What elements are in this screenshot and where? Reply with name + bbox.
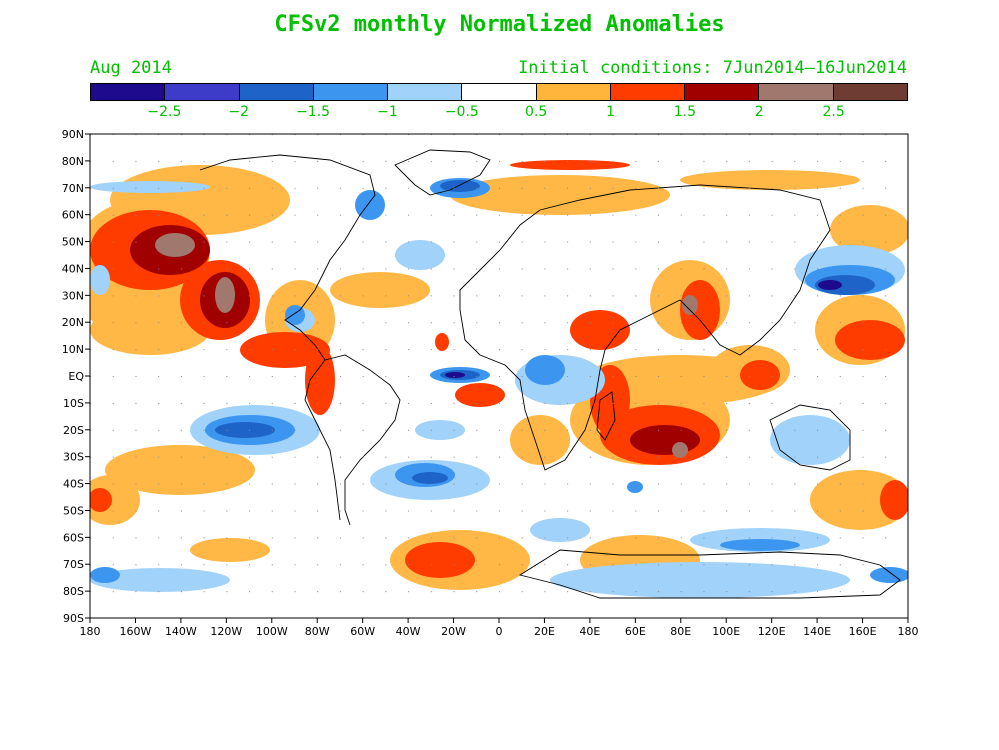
longitude-label: 140E bbox=[803, 625, 831, 638]
latitude-label: 90N bbox=[62, 128, 84, 141]
color-scale-segment bbox=[388, 84, 463, 100]
color-scale-label: −2 bbox=[228, 104, 250, 120]
longitude-label: 140W bbox=[165, 625, 197, 638]
color-scale-label: 1 bbox=[606, 104, 615, 120]
latitude-label: 20S bbox=[63, 424, 84, 437]
longitude-label: 160W bbox=[120, 625, 152, 638]
color-scale-segment bbox=[610, 84, 686, 100]
longitude-label: 100W bbox=[256, 625, 288, 638]
longitude-label: 40E bbox=[579, 625, 600, 638]
forecast-month: Aug 2014 bbox=[90, 58, 172, 78]
color-scale-label: −1.5 bbox=[296, 104, 331, 120]
latitude-label: EQ bbox=[68, 370, 84, 383]
color-scale-segment bbox=[239, 84, 314, 100]
latitude-label: 60S bbox=[63, 531, 84, 544]
latitude-label: 40S bbox=[63, 478, 84, 491]
color-scale-label: 2 bbox=[754, 104, 764, 120]
longitude-label: 120E bbox=[758, 625, 786, 638]
latitude-label: 10S bbox=[63, 397, 84, 410]
longitude-label: 20W bbox=[441, 625, 466, 638]
color-scale-segment bbox=[313, 84, 389, 100]
color-scale-segment bbox=[536, 84, 611, 100]
color-scale-label: 2.5 bbox=[822, 104, 845, 120]
map-title: CFSv2 monthly Normalized Anomalies bbox=[274, 12, 725, 37]
longitude-label: 40W bbox=[396, 625, 421, 638]
latitude-label: 40N bbox=[62, 262, 84, 275]
longitude-label: 120W bbox=[210, 625, 242, 638]
color-scale-bar bbox=[90, 83, 908, 101]
longitude-label: 80W bbox=[305, 625, 330, 638]
latitude-label: 70S bbox=[63, 558, 84, 571]
longitude-label: 180 bbox=[898, 625, 919, 638]
longitude-label: 100E bbox=[712, 625, 740, 638]
color-scale-segment bbox=[685, 84, 760, 100]
grid-dots bbox=[90, 134, 908, 618]
initial-conditions: Initial conditions: 7Jun2014—16Jun2014 bbox=[518, 58, 907, 78]
latitude-label: 80S bbox=[63, 585, 84, 598]
longitude-label: 20E bbox=[534, 625, 555, 638]
longitude-label: 180 bbox=[80, 625, 101, 638]
longitude-label: 60W bbox=[350, 625, 375, 638]
color-scale-segment bbox=[833, 84, 907, 100]
color-scale-label: −2.5 bbox=[147, 104, 182, 120]
latitude-label: 90S bbox=[63, 612, 84, 625]
color-scale-label: −1 bbox=[377, 104, 398, 120]
latitude-label: 70N bbox=[62, 182, 84, 195]
color-scale-segment bbox=[759, 84, 834, 100]
latitude-label: 30N bbox=[62, 289, 84, 302]
longitude-label: 80E bbox=[670, 625, 691, 638]
latitude-label: 50N bbox=[62, 236, 84, 249]
color-scale-label: −0.5 bbox=[444, 104, 479, 120]
color-scale-label: 1.5 bbox=[673, 104, 697, 120]
color-scale-segment bbox=[462, 84, 537, 100]
latitude-axis: 90N 80N 70N 60N 50N 40N 30N 20N 10N EQ 10S 20S 30S 40… bbox=[62, 128, 90, 625]
latitude-label: 80N bbox=[62, 155, 84, 168]
longitude-label: 160E bbox=[849, 625, 877, 638]
color-scale-label: 0.5 bbox=[525, 104, 548, 120]
latitude-label: 30S bbox=[63, 451, 84, 464]
color-scale-segment bbox=[165, 84, 240, 100]
longitude-label: 60E bbox=[625, 625, 646, 638]
latitude-label: 10N bbox=[62, 343, 84, 356]
longitude-label: 0 bbox=[496, 625, 503, 638]
latitude-label: 20N bbox=[62, 316, 84, 329]
latitude-label: 50S bbox=[63, 504, 84, 517]
longitude-axis: 180 160W 140W 120W 100W 80W 60W 40W 20W 0 20E 40E 60… bbox=[80, 618, 919, 638]
color-scale-segment bbox=[91, 84, 166, 100]
latitude-label: 60N bbox=[62, 209, 84, 222]
